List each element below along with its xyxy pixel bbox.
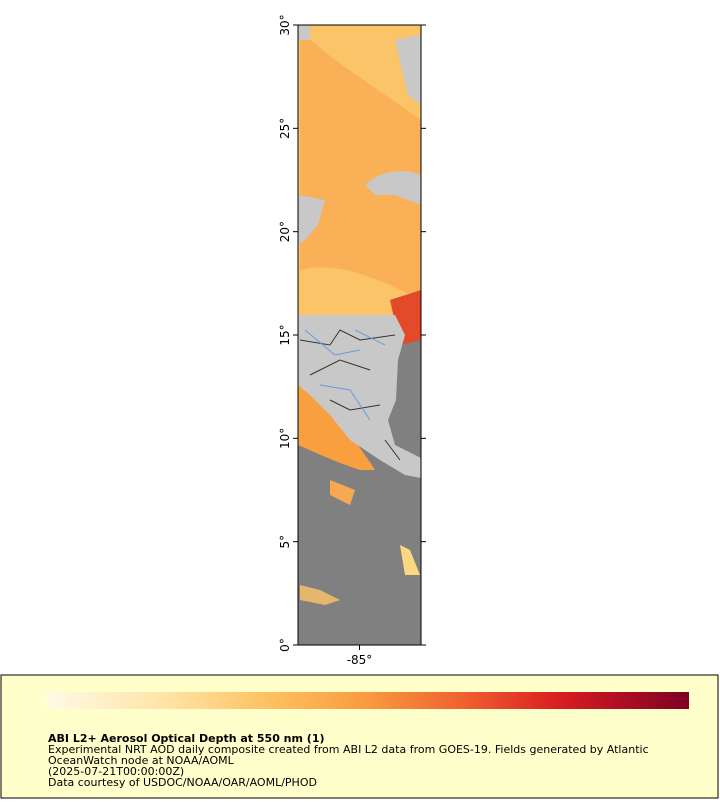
- legend-title: ABI L2+ Aerosol Optical Depth at 550 nm …: [48, 732, 325, 745]
- x-tick-label: -85°: [347, 653, 373, 667]
- legend-line: Data courtesy of USDOC/NOAA/OAR/AOML/PHO…: [48, 776, 317, 789]
- y-tick-label: 10°: [278, 428, 292, 449]
- y-tick-label: 25°: [278, 118, 292, 139]
- y-tick-label: 20°: [278, 221, 292, 242]
- y-tick-label: 0°: [278, 638, 292, 652]
- y-tick-label: 30°: [278, 14, 292, 35]
- map-image: [298, 25, 421, 645]
- y-tick-label: 5°: [278, 535, 292, 549]
- y-tick-label: 15°: [278, 324, 292, 345]
- legend-line: (2025-07-21T00:00:00Z): [48, 765, 184, 778]
- colorbar: [47, 692, 689, 709]
- legend-line: OceanWatch node at NOAA/AOML: [48, 754, 235, 767]
- legend-line: Experimental NRT AOD daily composite cre…: [48, 743, 649, 756]
